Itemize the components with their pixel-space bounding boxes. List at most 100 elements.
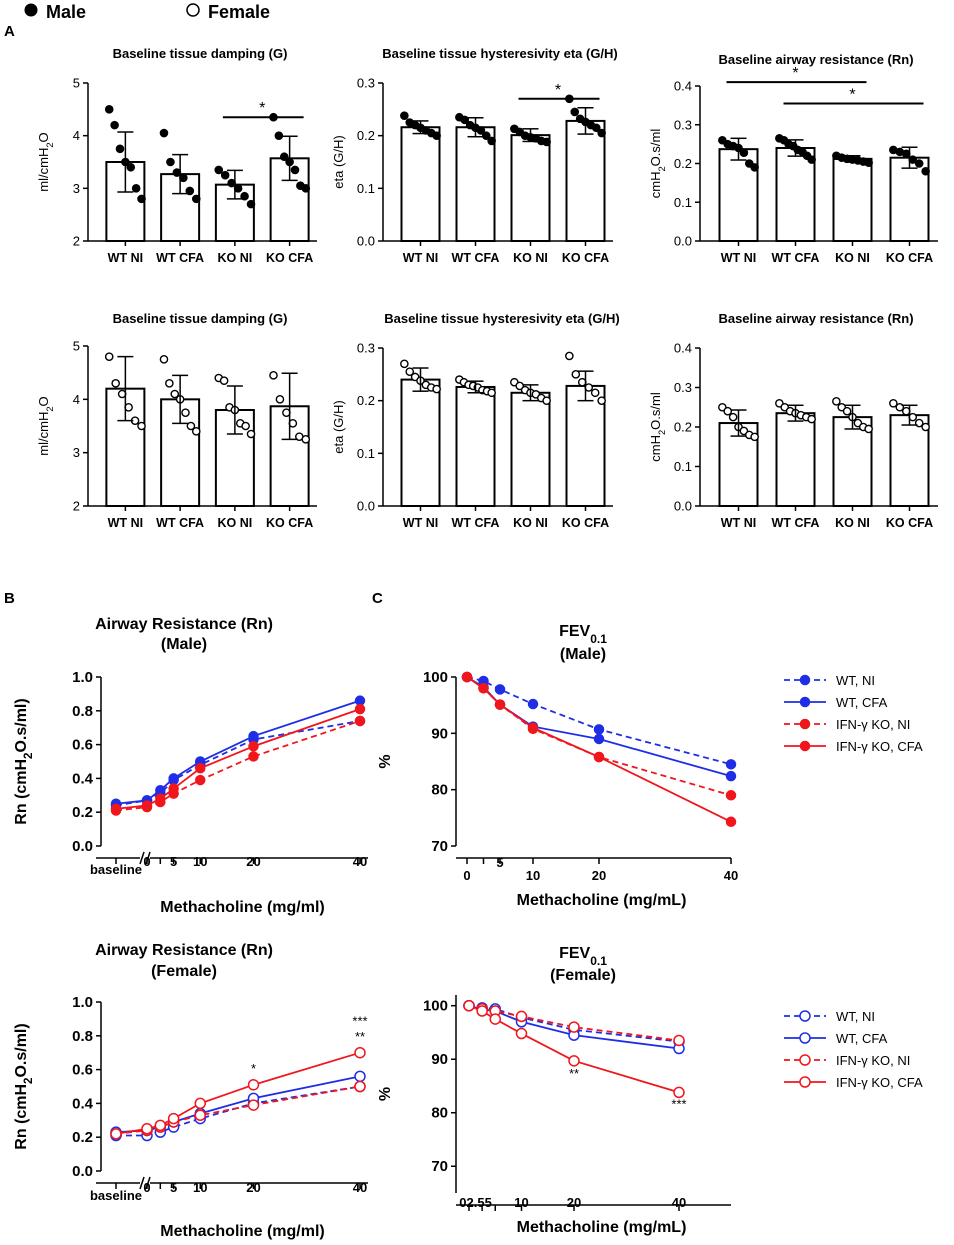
x-tick-label: KO CFA (886, 251, 933, 265)
significance-annotation: ** (569, 1066, 579, 1081)
female-legend-label: Female (208, 2, 270, 22)
male-legend-label: Male (46, 2, 86, 22)
data-point-wt-cfa (476, 126, 486, 135)
data-point-wt-cfa (481, 131, 491, 140)
data-point-wt-ni (115, 144, 125, 154)
series-point-ifn-ko-cfa (673, 1086, 685, 1099)
x-tick-label: KO NI (218, 251, 253, 265)
y-tick-label: 70 (431, 838, 448, 855)
data-point-wt-cfa (170, 389, 180, 399)
x-tick-label: KO CFA (562, 516, 609, 530)
x-tick-label: 20 (567, 1195, 581, 1210)
data-point-wt-cfa (487, 388, 496, 398)
bar-chart-a1: Baseline tissue damping (G) ml/cmH2O 2 3 4 5 W… (36, 46, 317, 265)
y-tick-label: 0.4 (72, 770, 94, 787)
axis-break (139, 1176, 145, 1190)
series-point-wt-cfa (168, 773, 179, 784)
line-chart-b1: Airway Resistance (Rn) (Male) Rn (cmH2O.s/… (13, 616, 368, 916)
data-point-ko-cfa (590, 388, 600, 398)
bar-ko-cfa (889, 414, 930, 507)
data-point-wt-ni (137, 421, 146, 431)
series-point-ifn-ko-cfa (168, 783, 179, 794)
data-point-wt-ni (750, 163, 759, 172)
y-tick-label: 0.4 (674, 341, 692, 356)
data-point-wt-ni (400, 359, 409, 369)
chart-subtitle: (Female) (151, 963, 217, 980)
y-tick-label: 1.0 (72, 994, 93, 1011)
data-point-ko-cfa (571, 370, 581, 379)
series-point-ifn-ko-cfa (593, 751, 605, 763)
data-point-wt-ni (405, 367, 415, 377)
bar-ko-ni (510, 391, 551, 507)
y-tick-label: 1.0 (72, 669, 93, 686)
x-tick-label: 40 (724, 868, 738, 883)
legend-marker-ifn-ko-cfa (799, 740, 811, 752)
data-point-ko-cfa (290, 165, 300, 175)
series-point-ifn-ko-ni (195, 774, 206, 786)
bar-wt-cfa (775, 412, 816, 507)
data-point-ko-ni (864, 424, 873, 434)
y-tick-label: 0.3 (674, 117, 692, 132)
line-chart-c2: FEV0.1(Female)% 70 80 90 100 02.55 10 20 40 Metha… (377, 945, 923, 1236)
data-point-ko-ni (241, 421, 250, 431)
charts-layer: Baseline tissue damping (G) ml/cmH2O 2 3 4 5 W… (13, 46, 938, 1240)
x-tick-label: WT NI (721, 251, 756, 265)
series-point-ifn-ko-cfa (478, 683, 489, 694)
series-point-wt-ni (527, 698, 539, 710)
chart-title: Baseline tissue damping (G) (113, 46, 288, 61)
data-point-ko-cfa (274, 131, 284, 140)
series-point-ifn-ko-ni (354, 715, 366, 727)
series-point-ifn-ko-cfa (476, 1005, 488, 1017)
series-point-wt-cfa (593, 733, 605, 745)
chart-title: Airway Resistance (Rn) (95, 616, 273, 633)
chart-title: Baseline tissue hysteresivity eta (G/H) (382, 46, 618, 61)
y-axis-label: ml/cmH2O (36, 132, 55, 191)
series-point-ifn-ko-cfa (247, 1079, 260, 1091)
x-tick-label: 0 (143, 854, 150, 869)
y-tick-label: 0.0 (674, 499, 692, 514)
series-point-ifn-ko-cfa (194, 1097, 206, 1110)
series-point-ifn-ko-cfa (515, 1027, 528, 1040)
legend-marker-wt-cfa (799, 696, 811, 708)
series-point-ifn-ko-ni (248, 751, 259, 762)
y-tick-label: 0.1 (674, 459, 692, 474)
y-tick-label: 90 (431, 1051, 448, 1068)
significance-annotation: *** (671, 1096, 686, 1111)
y-tick-label: 0.0 (72, 1163, 93, 1180)
y-tick-label: 2 (73, 234, 80, 249)
data-point-ko-cfa (597, 128, 606, 138)
x-tick-label: 10 (526, 868, 540, 883)
data-point-wt-cfa (191, 427, 201, 436)
series-point-ifn-ko-cfa (167, 1112, 180, 1125)
data-point-ko-ni (515, 381, 525, 391)
data-point-ko-cfa (279, 152, 289, 162)
legend-label-ifn-ko-ni: IFN-γ KO, NI (836, 1053, 910, 1068)
x-tick-label: KO CFA (886, 516, 933, 530)
bar-chart-a6: Baseline airway resistance (Rn) cmH2O.s/m… (648, 311, 938, 530)
data-point-ko-cfa (889, 398, 898, 408)
data-point-ko-cfa (275, 395, 285, 404)
y-tick-label: 0.8 (72, 1028, 93, 1045)
y-tick-label: 90 (431, 725, 448, 742)
data-point-wt-ni (432, 384, 441, 394)
y-tick-label: 70 (431, 1158, 448, 1175)
x-tick-label: 10 (193, 854, 207, 869)
x-tick-label: baseline (90, 862, 142, 877)
chart-subtitle: (Male) (161, 636, 207, 653)
data-point-ko-ni (240, 191, 249, 201)
x-tick-label: 0 (143, 1180, 150, 1195)
x-tick-label: 20 (246, 854, 260, 869)
series-point-wt-cfa (725, 770, 737, 782)
data-point-ko-cfa (921, 166, 930, 176)
y-tick-label: 0.1 (357, 446, 375, 461)
significance-annotation: ** (355, 1029, 365, 1044)
series-point-ifn-ko-cfa (461, 671, 473, 683)
line-chart-c1: FEV0.1(Male)% 70 80 90 100 0 10 20 40 5 Methacholi… (377, 623, 923, 909)
y-tick-label: 0.4 (72, 1095, 94, 1112)
series-point-ifn-ko-ni (194, 1109, 206, 1121)
x-axis-label: Methacholine (mg/mL) (517, 1219, 687, 1236)
y-tick-label: 0.0 (674, 234, 692, 249)
x-tick-label: 40 (353, 854, 367, 869)
x-tick-label: 5 (170, 1180, 177, 1195)
x-tick-label: KO CFA (266, 251, 313, 265)
